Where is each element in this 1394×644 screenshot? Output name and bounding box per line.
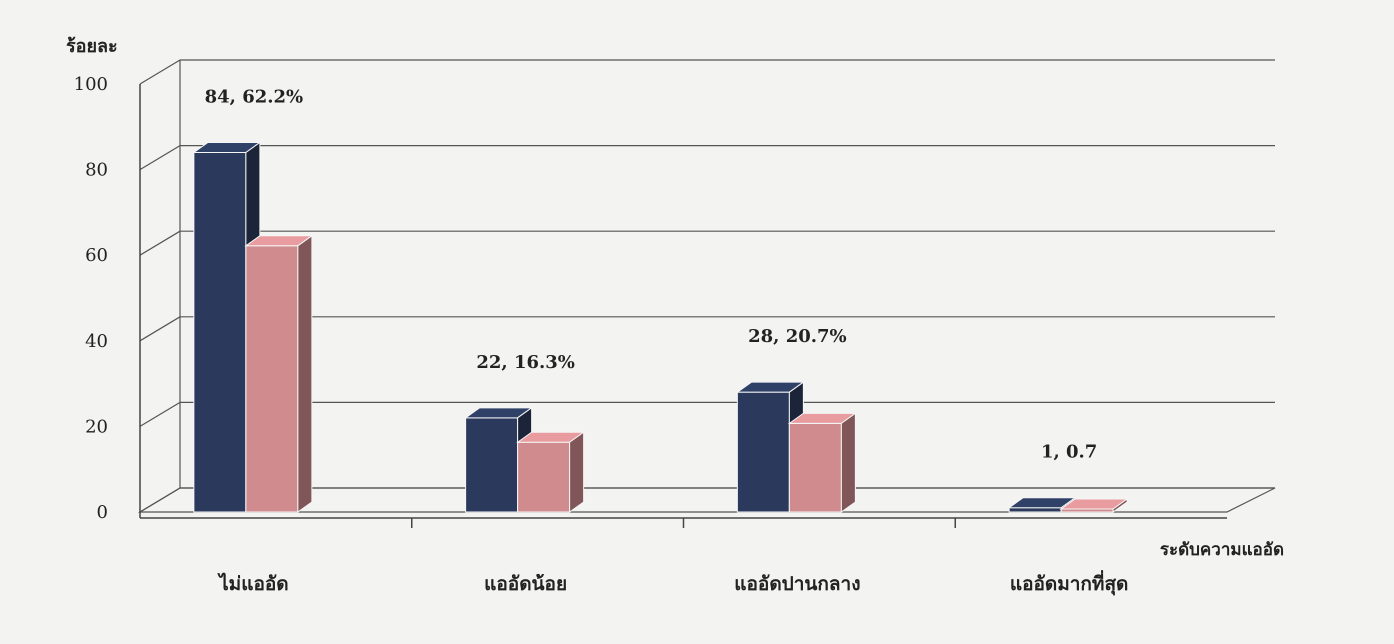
bar-side [297,234,313,513]
bar-front [193,151,247,513]
gridline-depth [139,145,181,171]
bar-side [1112,498,1128,513]
bar-front [788,422,842,513]
x-category-label: แออัดน้อย [484,573,567,595]
y-tick-label: 80 [85,160,108,181]
y-tick-label: 40 [85,331,108,352]
y-tick-label: 100 [74,74,108,95]
y-tick-label: 0 [97,502,108,523]
x-category-label: ไม่แออัด [217,572,289,595]
data-label: 28, 20.7% [748,326,847,347]
gridline-depth [139,230,181,256]
bar-side [569,431,585,513]
y-axis-label: ร้อยละ [66,36,118,57]
chart-floor [137,487,1276,513]
bar-front [736,391,790,513]
x-axis-label: ระดับความแออัด [1160,540,1284,560]
gridline-depth [139,59,181,85]
y-tick-label: 60 [85,245,108,266]
bar-front [517,441,571,513]
bar-front [465,417,519,513]
bar-front [245,245,299,513]
data-label: 22, 16.3% [476,352,575,373]
x-category-label: แออัดปานกลาง [734,573,860,595]
data-label: 1, 0.7 [1041,442,1097,463]
gridline-depth [139,316,181,342]
bar-front [1008,507,1062,513]
y-tick-label: 20 [85,416,108,437]
gridline-depth [139,401,181,427]
bar-side [840,412,856,513]
x-category-label: แออัดมากที่สุด [1010,570,1129,596]
data-label: 84, 62.2% [205,86,304,107]
